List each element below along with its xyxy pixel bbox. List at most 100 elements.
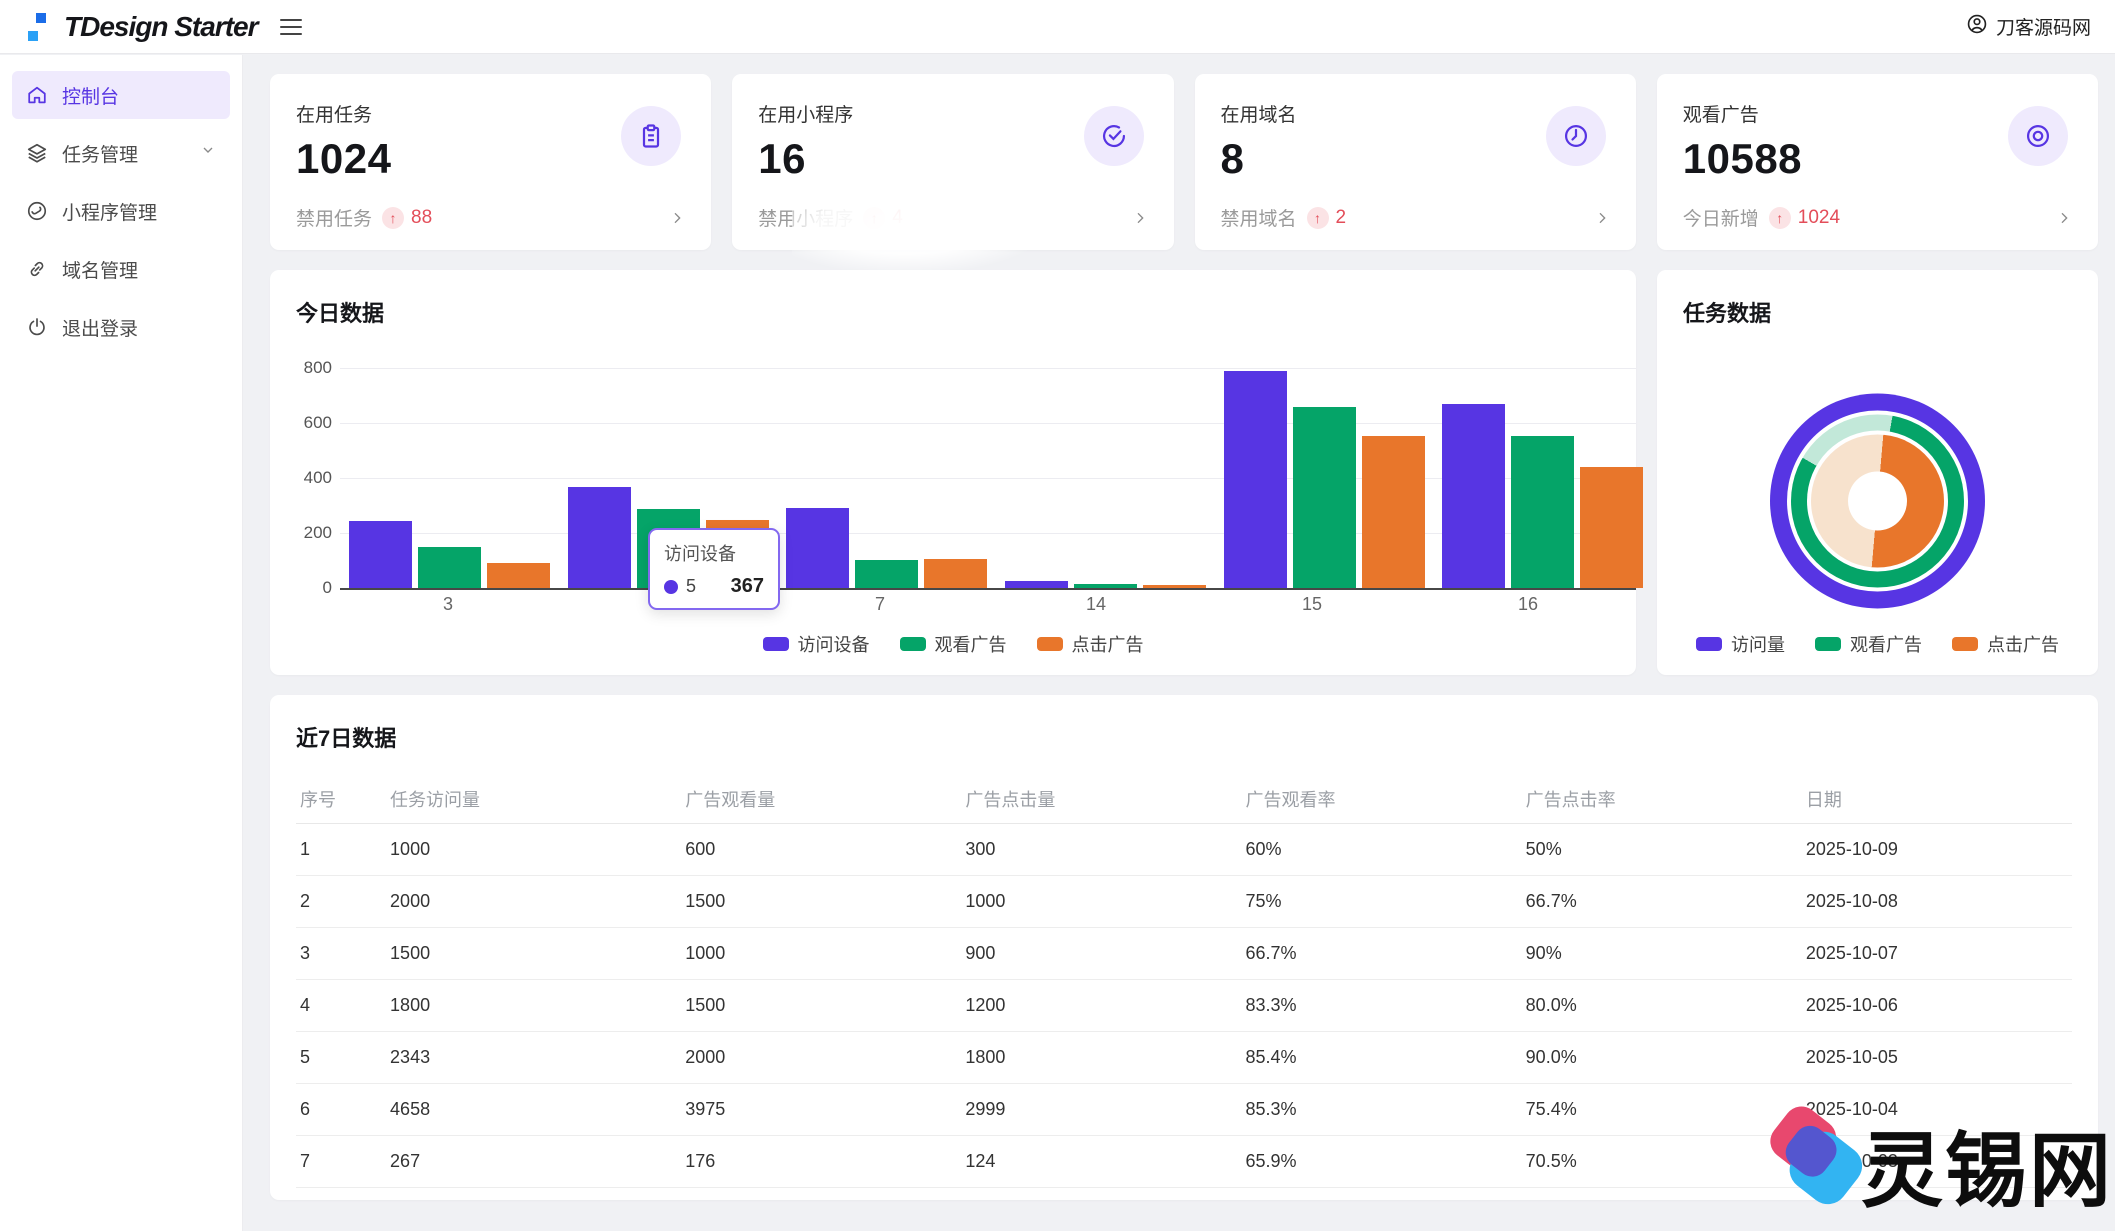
bar-观看广告[interactable] bbox=[855, 559, 919, 588]
bar-观看广告[interactable] bbox=[1073, 583, 1137, 588]
target-icon bbox=[2008, 106, 2068, 166]
legend-item[interactable]: 点击广告 bbox=[1036, 631, 1144, 657]
table-row[interactable]: 4 1800 1500 1200 83.3% 80.0% 2025-10-06 bbox=[296, 979, 2072, 1032]
chevron-right-icon[interactable] bbox=[1594, 210, 1610, 226]
table-row[interactable]: 3 1500 1000 900 66.7% 90% 2025-10-07 bbox=[296, 927, 2072, 980]
bar-访问设备[interactable] bbox=[348, 520, 412, 588]
legend-item[interactable]: 观看广告 bbox=[1815, 631, 1922, 657]
stat-card-active-tasks: 在用任务 1024 禁用任务 ↑ 88 bbox=[270, 74, 712, 250]
table-cell: 5 bbox=[296, 1031, 387, 1084]
stat-value: 8 bbox=[1220, 135, 1245, 182]
sidebar-item-domain-management[interactable]: 域名管理 bbox=[12, 245, 230, 293]
table-cell: 60% bbox=[1241, 823, 1522, 876]
table-row[interactable]: 6 4658 3975 2999 85.3% 75.4% 2025-10-04 bbox=[296, 1083, 2072, 1136]
table-cell: 600 bbox=[681, 823, 962, 876]
table-cell: 1200 bbox=[961, 979, 1242, 1032]
trend-up-icon: ↑ bbox=[1768, 206, 1791, 229]
table-cell: 1000 bbox=[386, 823, 682, 876]
x-axis-line bbox=[340, 588, 1636, 590]
table-cell: 75% bbox=[1241, 875, 1522, 928]
trend-up-icon: ↑ bbox=[863, 206, 886, 229]
bar-点击广告[interactable] bbox=[1361, 435, 1425, 588]
table-cell: 85.3% bbox=[1241, 1083, 1522, 1136]
bar-观看广告[interactable] bbox=[1292, 406, 1356, 588]
miniprogram-icon bbox=[27, 201, 47, 221]
gridline bbox=[340, 478, 1636, 479]
table-cell: 2 bbox=[296, 875, 387, 928]
table-cell: 176 bbox=[681, 1135, 962, 1188]
legend-swatch bbox=[1036, 637, 1063, 651]
table-cell: 1800 bbox=[961, 1031, 1242, 1084]
table-cell: 2343 bbox=[386, 1031, 682, 1084]
bar-访问设备[interactable] bbox=[1004, 581, 1068, 588]
column-header: 序号 bbox=[296, 775, 387, 824]
sidebar-item-dashboard[interactable]: 控制台 bbox=[12, 71, 230, 119]
legend-item[interactable]: 访问设备 bbox=[762, 631, 870, 657]
menu-toggle-icon[interactable] bbox=[279, 18, 302, 35]
legend-swatch bbox=[762, 637, 789, 651]
table-cell: 1 bbox=[296, 823, 387, 876]
table-cell: 1000 bbox=[961, 875, 1242, 928]
column-header: 广告观看量 bbox=[681, 775, 962, 824]
table-cell: 2025-10-08 bbox=[1801, 875, 2072, 928]
chevron-right-icon[interactable] bbox=[1132, 210, 1148, 226]
table-cell: 267 bbox=[386, 1135, 682, 1188]
table-cell: 2000 bbox=[386, 875, 682, 928]
legend-item[interactable]: 访问量 bbox=[1696, 631, 1785, 657]
table-cell: 65.9% bbox=[1241, 1135, 1522, 1188]
bar-访问设备[interactable] bbox=[786, 508, 850, 588]
table-cell: 900 bbox=[961, 927, 1242, 980]
bar-访问设备[interactable] bbox=[1442, 403, 1506, 588]
legend-swatch bbox=[899, 637, 926, 651]
chevron-right-icon[interactable] bbox=[2056, 210, 2072, 226]
column-header: 日期 bbox=[1801, 775, 2072, 824]
table-cell: 2025-10-04 bbox=[1801, 1083, 2072, 1136]
table-cell: 66.7% bbox=[1521, 875, 1802, 928]
bar-观看广告[interactable] bbox=[1511, 435, 1575, 588]
table-cell: 300 bbox=[961, 823, 1242, 876]
bar-group bbox=[1433, 368, 1652, 588]
legend-swatch bbox=[1815, 637, 1841, 651]
y-tick-label: 800 bbox=[303, 358, 332, 377]
table-cell: 4 bbox=[296, 979, 387, 1032]
table-row[interactable]: 5 2343 2000 1800 85.4% 90.0% 2025-10-05 bbox=[296, 1031, 2072, 1084]
table-cell: 85.4% bbox=[1241, 1031, 1522, 1084]
bar-访问设备[interactable] bbox=[567, 487, 631, 588]
legend-item[interactable]: 点击广告 bbox=[1952, 631, 2059, 657]
stat-card-active-domains: 在用域名 8 禁用域名 ↑ 2 bbox=[1194, 74, 1636, 250]
bar-点击广告[interactable] bbox=[1142, 585, 1206, 588]
legend-swatch bbox=[1952, 637, 1978, 651]
table-cell: 7 bbox=[296, 1135, 387, 1188]
x-tick-label: 7 bbox=[874, 594, 885, 614]
bar-观看广告[interactable] bbox=[417, 547, 481, 588]
donut-chart-legend: 访问量 观看广告 点击广告 bbox=[1657, 631, 2098, 657]
table-cell: 75.4% bbox=[1521, 1083, 1802, 1136]
bar-group bbox=[996, 368, 1215, 588]
table-row[interactable]: 1 1000 600 300 60% 50% 2025-10-09 bbox=[296, 823, 2072, 876]
sidebar-item-miniprogram-management[interactable]: 小程序管理 bbox=[12, 187, 230, 235]
top-header: TDesign Starter 刀客源码网 bbox=[0, 0, 2115, 54]
bar-点击广告[interactable] bbox=[1580, 466, 1644, 588]
main-content: 在用任务 1024 禁用任务 ↑ 88 在用小程序 16 禁用小程序 bbox=[243, 54, 2115, 1231]
table-cell: 1500 bbox=[681, 979, 962, 1032]
bar-点击广告[interactable] bbox=[486, 563, 550, 588]
chevron-right-icon[interactable] bbox=[669, 210, 685, 226]
legend-item[interactable]: 观看广告 bbox=[899, 631, 1007, 657]
table-cell: 2025-10-07 bbox=[1801, 927, 2072, 980]
sidebar-item-logout[interactable]: 退出登录 bbox=[12, 303, 230, 351]
bar-点击广告[interactable] bbox=[924, 559, 988, 588]
table-row[interactable]: 2 2000 1500 1000 75% 66.7% 2025-10-08 bbox=[296, 875, 2072, 928]
x-tick-label: 15 bbox=[1301, 594, 1323, 614]
stat-value: 10588 bbox=[1682, 135, 1803, 182]
table-cell: 90.0% bbox=[1521, 1031, 1802, 1084]
gridline bbox=[340, 368, 1636, 369]
sidebar-item-task-management[interactable]: 任务管理 bbox=[12, 129, 230, 177]
table-cell: 2999 bbox=[961, 1083, 1242, 1136]
bar-访问设备[interactable] bbox=[1223, 370, 1287, 588]
tdesign-logo-icon bbox=[24, 9, 54, 45]
user-menu[interactable]: 刀客源码网 bbox=[1966, 13, 2091, 41]
table-cell: 90% bbox=[1521, 927, 1802, 980]
stat-value: 16 bbox=[758, 135, 806, 182]
column-header: 任务访问量 bbox=[386, 775, 682, 824]
